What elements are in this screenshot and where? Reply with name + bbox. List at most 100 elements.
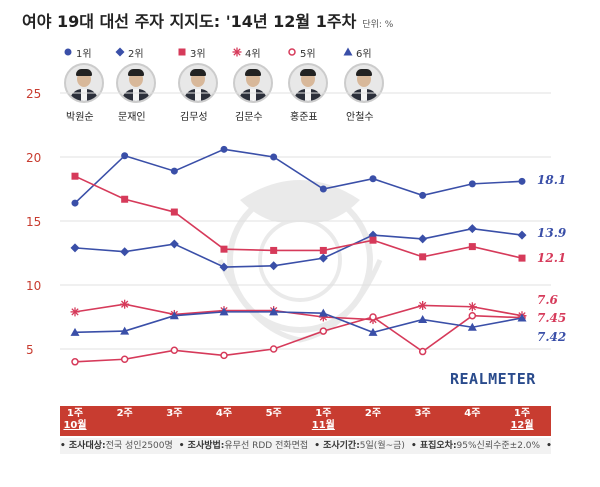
week-label: 2주 [116,408,133,419]
brand-logo: REALMETER [450,370,536,388]
week-label: 5주 [265,408,282,419]
legend-rank: 3위 [190,49,206,60]
legend-marker-square [178,48,186,56]
data-point [71,199,79,207]
legend-rank: 4위 [245,49,261,60]
data-point [468,311,477,320]
end-value-label: 7.6 [537,293,559,307]
legend-marker-diamond [115,47,125,57]
y-tick-label: 10 [26,279,41,293]
data-point [220,351,228,360]
candidate-photo [344,63,384,103]
series-line [74,314,523,363]
x-axis-bar [60,406,551,436]
legend-rank: 2위 [128,49,144,60]
data-point [369,175,377,183]
end-value-label: 18.1 [537,173,566,187]
x-tick-label: 1주 11월 [303,408,343,432]
data-point [170,346,179,355]
data-point [269,307,279,316]
x-tick-label: 2주 [353,408,393,420]
unit-label: 단위: % [362,20,394,30]
data-point [220,145,228,153]
x-tick-label: 4주 [204,408,244,420]
data-point [319,246,327,254]
data-point [120,247,130,257]
data-point [467,322,477,331]
data-point [467,224,477,234]
data-point [468,243,476,251]
chart-title: 여야 19대 대선 주자 지지도: '14년 12월 1주차 단위: % [22,8,393,32]
week-label: 2주 [364,408,382,419]
legend-marker-asterisk [232,47,242,57]
candidate-name: 김문수 [235,112,263,123]
data-point [270,246,278,254]
legend-marker-triangle [343,47,353,56]
x-tick-label: 3주 [154,408,194,420]
data-point [319,327,328,335]
data-point [269,261,279,271]
footnote-key: • 조사기간: [314,441,360,451]
series-line [74,311,523,334]
candidate-name: 박원순 [66,112,94,123]
x-tick-label: 3주 [403,408,443,420]
series-1 [70,224,527,272]
data-point [319,185,327,193]
data-point [517,230,527,240]
footnote-value: 5일(월~금) [359,441,405,451]
data-point [518,254,526,262]
footnote-key: • 조사방법: [178,441,225,451]
week-label: 3주 [166,408,183,419]
series-2 [71,172,526,262]
series-4 [71,311,526,366]
data-point [369,236,377,244]
candidate-photo [178,63,218,103]
candidate-name: 김무성 [180,112,208,123]
emblem-watermark [217,180,383,343]
data-point [318,308,328,317]
month-label: 11월 [311,420,335,431]
data-point [71,358,79,366]
week-label: 1주 [513,408,531,419]
end-value-label: 13.9 [537,226,567,240]
candidate-photo [233,63,273,103]
x-tick-label: 4주 [452,408,492,420]
y-tick-label: 25 [26,87,41,101]
data-point [170,167,178,175]
legend-rank: 1위 [76,49,92,60]
data-point [70,307,80,317]
candidate-photo [64,63,104,103]
series-5 [70,307,527,336]
y-tick-label: 5 [26,343,34,357]
data-point [120,299,130,309]
end-value-label: 7.45 [537,311,566,325]
footnote-value: 유무선 RDD 전화면접 [224,441,309,451]
week-label: 4주 [464,408,481,419]
legend-rank: 6위 [356,49,372,60]
data-point [518,177,526,185]
footnote-key: • 조사대상: [60,441,106,451]
week-label: 1주 [315,408,332,419]
data-point [418,315,428,324]
data-point [418,347,427,356]
candidate-photo [288,63,328,103]
end-value-label: 7.42 [537,330,566,344]
legend-rank: 5위 [300,49,316,60]
data-point [318,253,328,263]
y-tick-label: 15 [26,215,41,229]
chart-title-text: 여야 19대 대선 주자 지지도: '14년 12월 1주차 [22,12,357,31]
week-label: 4주 [215,408,233,419]
legend-marker-circle [64,48,72,56]
candidate-photo [116,63,156,103]
month-label: 12월 [510,420,534,431]
footnote-key: • 조사기관: [546,441,551,451]
candidate-name: 홍준표 [290,112,318,123]
data-point [269,345,278,353]
data-point [369,313,377,321]
candidate-name: 안철수 [346,112,374,123]
data-point [219,307,229,316]
footnote-key: • 표집오차: [410,441,457,451]
data-point [120,355,129,363]
data-point [169,311,179,320]
